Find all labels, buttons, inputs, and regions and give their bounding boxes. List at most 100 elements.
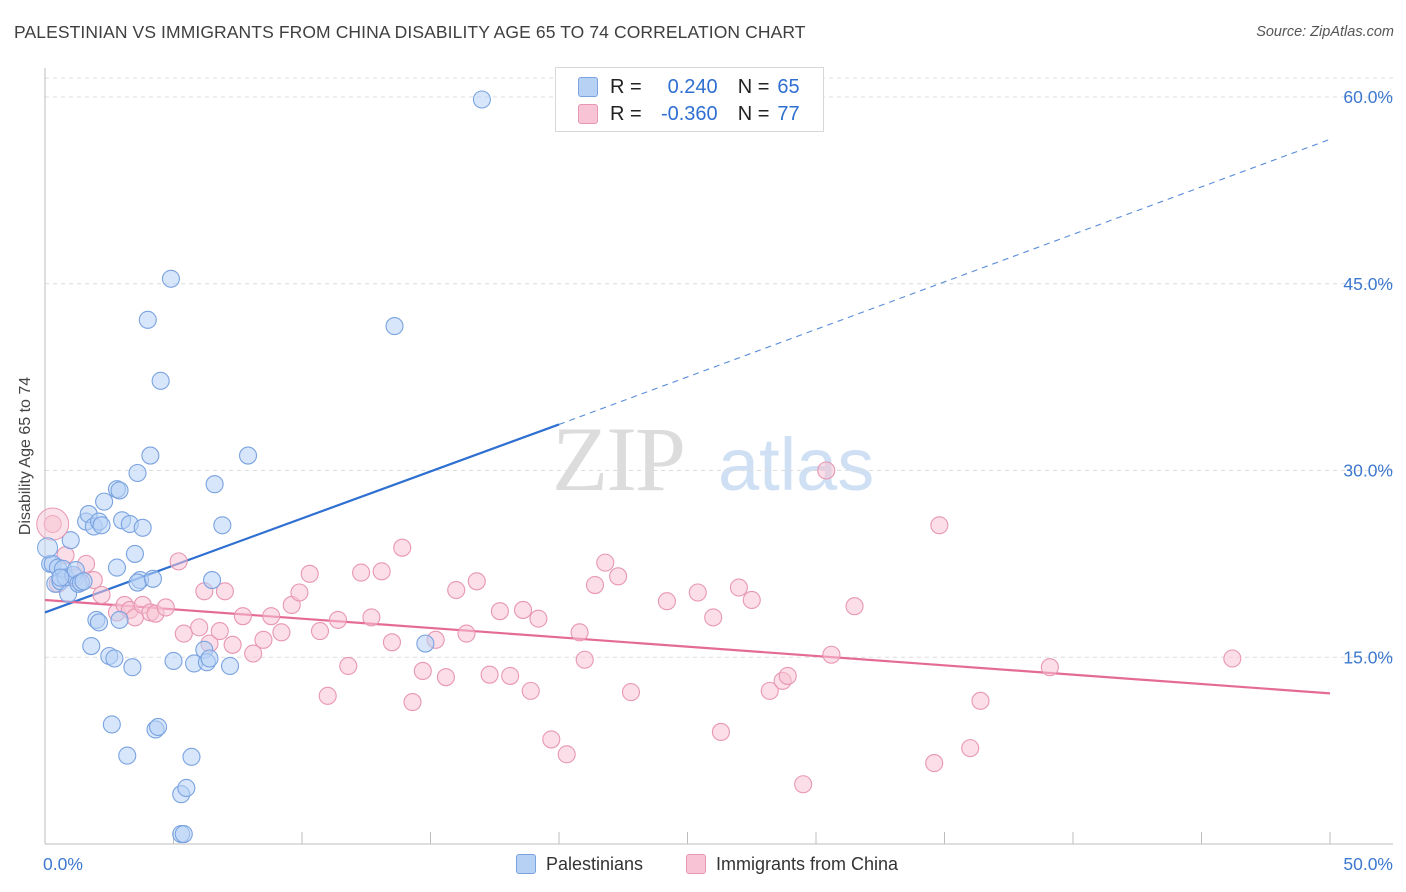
china-point <box>436 668 455 687</box>
bottom-legend-swatch-immigrants-china <box>686 854 706 874</box>
china-point <box>215 582 234 601</box>
bottom-legend-swatch-palestinians <box>516 854 536 874</box>
palestinian-point <box>220 656 240 676</box>
palestinian-point <box>118 746 137 765</box>
legend-r-label: R = <box>610 75 642 98</box>
china-point <box>513 600 533 619</box>
palestinian-point <box>102 715 121 734</box>
palestinian-point <box>125 544 144 563</box>
palestinian-point <box>149 717 168 737</box>
palestinian-point <box>200 649 219 668</box>
watermark: ZIP atlas <box>552 408 874 510</box>
china-point <box>233 607 252 626</box>
china-point <box>596 553 615 572</box>
legend-n-label: N = <box>737 102 770 125</box>
palestinian-point <box>161 269 180 288</box>
palestinians-trend-extension <box>558 138 1331 425</box>
china-point <box>729 578 748 597</box>
china-point <box>570 623 589 642</box>
bottom-legend-label: Palestinians <box>546 853 644 874</box>
china-point <box>352 563 371 582</box>
legend-r-value: -0.360 <box>660 102 718 125</box>
palestinian-point <box>138 310 157 329</box>
china-point <box>794 775 813 794</box>
bottom-legend-palestinians: Palestinians <box>516 852 643 876</box>
china-point <box>290 583 309 602</box>
china-trend-line <box>44 598 1331 695</box>
legend-n-label: N = <box>737 75 770 98</box>
china-point <box>1223 649 1242 668</box>
china-point <box>210 622 229 641</box>
china-point <box>961 739 980 758</box>
china-point <box>156 598 175 617</box>
palestinian-point <box>95 492 114 511</box>
legend-swatch-palestinians <box>578 77 598 97</box>
palestinian-point <box>107 558 127 577</box>
china-point <box>328 610 348 629</box>
palestinian-point <box>105 649 124 668</box>
china-point <box>822 645 841 664</box>
china-point <box>817 461 836 480</box>
china-point <box>262 607 281 626</box>
y-tick-label: 60.0% <box>1343 87 1393 107</box>
bottom-legend-label: Immigrants from China <box>716 853 899 874</box>
y-tick-label: 30.0% <box>1343 461 1393 481</box>
palestinian-point <box>164 651 183 671</box>
watermark-atlas: atlas <box>718 423 874 506</box>
china-point <box>704 608 723 627</box>
palestinian-point <box>205 475 224 494</box>
legend-row-palestinians: R = 0.240 N = 65 <box>578 74 800 100</box>
china-point <box>742 590 761 610</box>
x-tick-label: 50.0% <box>1343 854 1393 874</box>
china-point <box>529 609 548 628</box>
palestinian-point <box>51 568 70 587</box>
x-tick-label: 0.0% <box>43 854 83 874</box>
palestinian-point <box>92 516 111 535</box>
china-point <box>575 650 594 669</box>
china-point <box>657 592 676 611</box>
china-point <box>92 585 111 605</box>
china-point <box>244 644 263 663</box>
palestinian-point <box>203 571 222 590</box>
legend-n-value: 65 <box>777 75 800 98</box>
legend-n-value: 77 <box>777 102 800 125</box>
china-point-large <box>36 507 70 541</box>
china-point <box>930 516 949 535</box>
china-point <box>845 597 864 616</box>
china-point <box>711 722 730 742</box>
china-point <box>1040 658 1059 677</box>
palestinian-point <box>141 446 160 465</box>
palestinian-point <box>385 317 404 336</box>
china-point <box>542 730 561 749</box>
palestinian-point <box>133 518 152 537</box>
palestinian-point <box>123 658 142 677</box>
china-point <box>272 623 291 642</box>
palestinian-point <box>82 636 101 656</box>
y-tick-label: 15.0% <box>1343 647 1393 667</box>
stats-legend: R = 0.240 N = 65 R = -0.360 N = 77 <box>555 67 824 132</box>
legend-r-value: 0.240 <box>667 75 718 98</box>
palestinian-point <box>128 463 147 483</box>
bottom-legend-immigrants-china: Immigrants from China <box>686 852 898 876</box>
palestinian-point <box>472 90 491 109</box>
china-point <box>372 562 391 581</box>
china-point <box>310 622 330 641</box>
china-point <box>557 745 576 764</box>
china-point <box>760 681 779 700</box>
china-point <box>190 618 209 637</box>
china-point <box>480 665 499 684</box>
china-point <box>467 572 486 591</box>
palestinian-point <box>238 446 258 465</box>
china-point <box>413 661 432 680</box>
china-point <box>447 580 466 600</box>
china-point <box>501 666 520 685</box>
china-point <box>778 666 797 685</box>
china-point <box>521 681 540 700</box>
palestinian-point <box>110 481 129 500</box>
palestinian-point <box>182 747 201 766</box>
palestinian-point <box>61 531 80 550</box>
china-point <box>925 754 944 773</box>
palestinian-point <box>151 371 170 390</box>
palestinian-point <box>143 569 162 588</box>
